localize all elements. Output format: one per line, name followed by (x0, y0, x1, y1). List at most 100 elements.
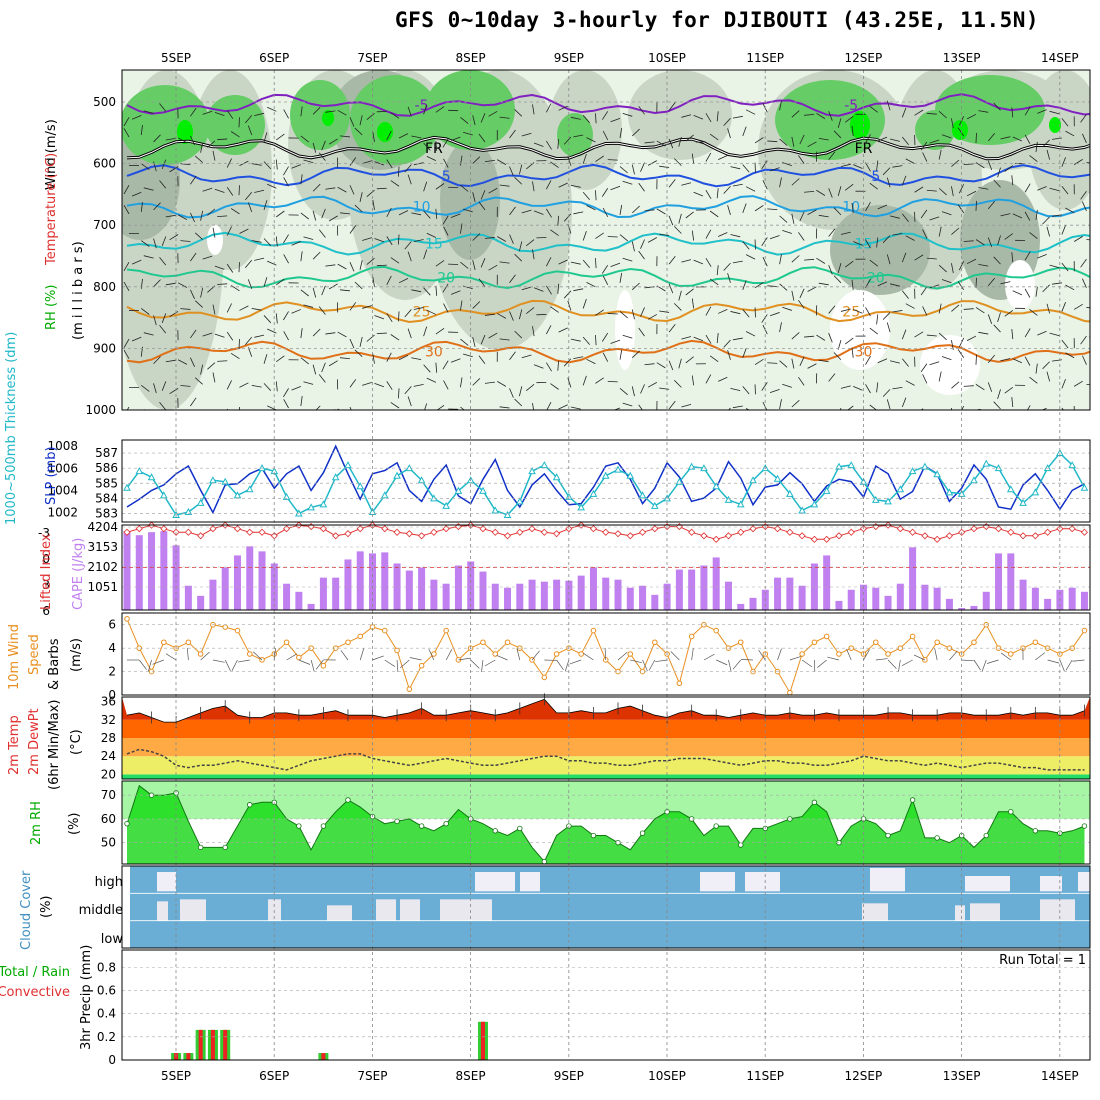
wind-barb (123, 185, 130, 195)
wind-barb (761, 382, 768, 391)
wind-barb (1089, 268, 1090, 270)
wind-barb (283, 109, 289, 119)
wind-barb (631, 164, 635, 175)
wind-barb (1049, 264, 1060, 269)
wind-speed-point (381, 627, 388, 634)
wind-barb (882, 389, 891, 397)
wind-barb (570, 116, 581, 120)
thickness-line-point (1006, 485, 1015, 493)
lifted-index-point (786, 528, 794, 536)
wind-barb (807, 209, 817, 215)
contour-label: FR (425, 141, 443, 157)
precip-conv-bar (223, 1029, 228, 1060)
wind-barb (283, 388, 289, 398)
cloud-middle-cell (970, 903, 1000, 921)
wind-barb (386, 236, 393, 246)
wind-barb (1065, 207, 1075, 214)
cloud-middle-cell (327, 905, 352, 921)
wind-barb-10m (481, 659, 484, 672)
wind-barb-10m (409, 657, 422, 661)
wind-barb (321, 140, 326, 151)
wind-barb (1089, 114, 1090, 116)
wind-barb (480, 258, 486, 268)
lifted-index-point (589, 525, 598, 533)
wind-barb (214, 265, 225, 270)
lifted-index-point (994, 525, 1003, 533)
rh-point (418, 823, 425, 829)
cloud-unit: (%) (39, 896, 54, 919)
wind-speed-point (1032, 639, 1039, 646)
wind10-label-3: & Barbs (47, 638, 62, 690)
wind-barb (716, 265, 719, 276)
wind-barb (519, 164, 523, 175)
wind-barb (837, 263, 842, 273)
wind-barb (165, 214, 176, 218)
wind-barb (889, 283, 900, 287)
wind-barb (582, 298, 587, 309)
wind-tick-label: 4 (108, 641, 116, 655)
cape-bar (786, 577, 794, 610)
cape-bar (283, 583, 291, 610)
wind-barb (833, 275, 842, 284)
wind-speed-point (934, 639, 940, 646)
rh-point (738, 842, 744, 848)
lifted-index-point (553, 530, 561, 538)
wind-barb (442, 215, 449, 225)
wind-speed-point (357, 633, 364, 640)
wind-barb (563, 358, 572, 367)
wind-barb-10m (981, 659, 987, 672)
wind-barb (876, 237, 879, 248)
wind-barb (443, 158, 449, 168)
cape-bar (430, 579, 438, 610)
wind-barb (705, 306, 712, 316)
wind-barb (300, 106, 303, 117)
wind-barb (987, 382, 993, 392)
wind-barb (573, 288, 584, 292)
cloud-middle-cell (157, 901, 168, 921)
wind-barb (247, 125, 253, 136)
wind-barb (573, 211, 584, 215)
wind-barb (705, 334, 712, 344)
wind-barb (303, 159, 314, 163)
wind-barb (926, 112, 937, 115)
wind-barb (411, 289, 422, 293)
wind-barb (521, 132, 532, 137)
lifted-index-point (810, 535, 818, 543)
wind-barb (951, 227, 960, 235)
wind-barb (1029, 155, 1038, 162)
wind-barb (975, 277, 977, 288)
rh-point (1081, 823, 1088, 829)
wind-barb (865, 355, 871, 365)
wind-barb (1061, 225, 1066, 235)
wind-barb (730, 387, 741, 391)
thickness-line-point (454, 486, 463, 494)
wind10-label-1: 10m Wind (7, 624, 22, 690)
lifted-index-point (1080, 528, 1089, 536)
wind-barb (938, 149, 942, 160)
wind-barb (816, 334, 826, 341)
wind-speed-point (222, 624, 228, 630)
wind-barb (882, 312, 891, 320)
wind-barb (283, 234, 289, 244)
wind-barb (791, 358, 795, 369)
slp-tick-label: 1008 (47, 439, 78, 453)
upper-rh-label: RH (%) (44, 285, 59, 330)
rh-area (127, 785, 1085, 864)
wind-barb (509, 388, 514, 398)
wind-barb-10m (224, 659, 231, 671)
wind-barb (922, 229, 928, 239)
wind-barb (230, 352, 240, 360)
wind-barb (533, 142, 544, 147)
wind-barb (214, 111, 225, 116)
date-label-bottom: 11SEP (746, 1069, 784, 1083)
wind-barb (570, 338, 581, 342)
wind-barb (767, 208, 778, 210)
wind-barb (602, 275, 609, 285)
wind-barb (779, 254, 782, 265)
wind-barb (963, 240, 974, 242)
wind-barb (509, 311, 514, 321)
cape-bar (491, 583, 499, 610)
wind-barb (779, 360, 788, 368)
wind-barb (300, 212, 309, 220)
wind-barb (126, 406, 130, 410)
